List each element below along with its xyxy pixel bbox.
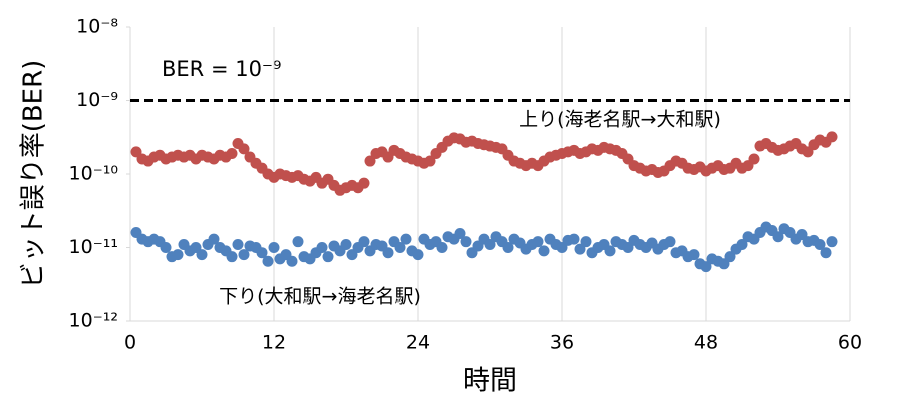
point (736, 238, 748, 250)
point (226, 251, 238, 263)
point (292, 236, 304, 248)
point (208, 233, 220, 245)
point (484, 238, 496, 250)
point (262, 255, 274, 267)
point (454, 228, 466, 240)
annotation: BER = 10⁻⁹ (162, 57, 281, 81)
point (580, 236, 592, 248)
point (700, 261, 712, 273)
y-tick-label: 10⁻¹² (69, 310, 118, 332)
x-tick-label: 0 (124, 332, 136, 354)
point (196, 249, 208, 261)
y-tick-label: 10⁻⁸ (76, 16, 118, 38)
point (574, 243, 586, 255)
point (256, 247, 268, 259)
point (232, 238, 244, 250)
point (424, 155, 436, 167)
point (358, 236, 370, 248)
point (394, 242, 406, 253)
point (412, 249, 424, 261)
point (382, 247, 394, 259)
point (532, 236, 544, 248)
x-tick-label: 24 (406, 332, 430, 354)
point (568, 233, 580, 245)
x-tick-label: 60 (838, 332, 862, 354)
point (814, 238, 826, 250)
point (400, 233, 412, 245)
point (460, 236, 472, 248)
x-tick-label: 36 (550, 332, 574, 354)
x-axis-label: 時間 (463, 366, 517, 397)
point (358, 177, 370, 189)
y-tick-label: 10⁻⁹ (76, 89, 118, 111)
x-tick-label: 12 (262, 332, 286, 354)
point (286, 255, 298, 267)
series-label: 上り(海老名駅→大和駅) (519, 109, 721, 131)
point (268, 242, 280, 253)
point (664, 236, 676, 248)
series-label: 下り(大和駅→海老名駅) (219, 286, 421, 308)
point (604, 245, 616, 257)
point (826, 236, 838, 248)
point (316, 242, 328, 253)
point (538, 245, 550, 257)
point (772, 231, 784, 243)
point (226, 148, 238, 160)
point (364, 155, 376, 167)
point (172, 249, 184, 261)
point (724, 251, 736, 263)
point (160, 242, 172, 253)
point (238, 249, 250, 261)
x-tick-label: 48 (694, 332, 718, 354)
y-axis-label: ビット誤り率(BER) (19, 60, 49, 289)
y-tick-label: 10⁻¹¹ (69, 236, 118, 258)
point (436, 242, 448, 253)
point (502, 242, 514, 253)
point (340, 238, 352, 250)
point (688, 249, 700, 261)
point (826, 131, 838, 143)
point (238, 143, 250, 155)
y-tick-label: 10⁻¹⁰ (69, 163, 118, 185)
point (748, 153, 760, 165)
point (820, 247, 832, 259)
point (322, 251, 334, 263)
